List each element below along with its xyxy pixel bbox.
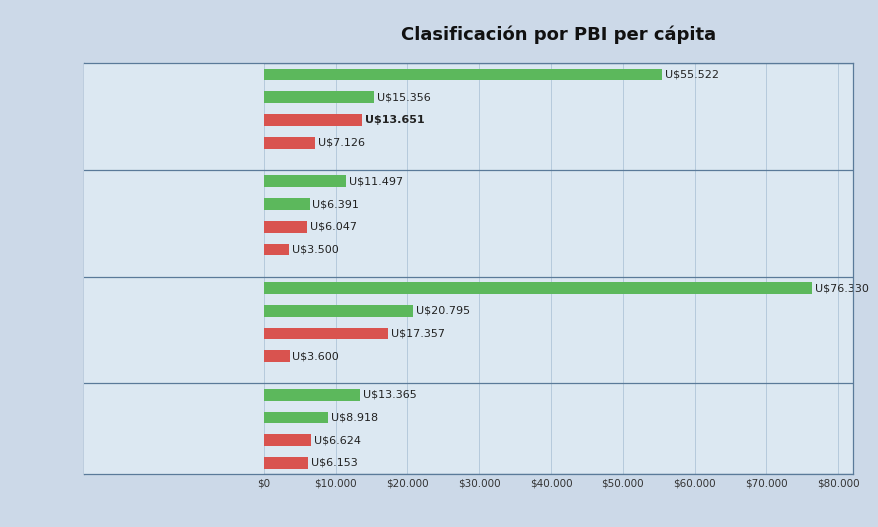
Text: Perú: Perú bbox=[233, 136, 259, 149]
Text: U$20.795: U$20.795 bbox=[415, 306, 470, 316]
Text: U$3.500: U$3.500 bbox=[291, 245, 338, 255]
Text: Paraguay: Paraguay bbox=[204, 456, 259, 470]
Text: Costa Rica: Costa Rica bbox=[197, 388, 259, 402]
Text: U$17.357: U$17.357 bbox=[391, 328, 445, 338]
Bar bbox=[263, 91, 373, 103]
Text: U$7.126: U$7.126 bbox=[317, 138, 364, 148]
Text: Estados Unidos: Estados Unidos bbox=[169, 281, 259, 295]
Text: Colombia: Colombia bbox=[204, 434, 259, 447]
Bar bbox=[263, 434, 311, 446]
Bar bbox=[263, 198, 309, 210]
Bar bbox=[263, 457, 307, 469]
Text: Jamaica: Jamaica bbox=[212, 220, 259, 233]
Bar bbox=[263, 243, 289, 256]
Text: Panamá: Panamá bbox=[212, 327, 259, 340]
Bar bbox=[263, 328, 388, 339]
Text: México: México bbox=[218, 175, 259, 188]
Text: GRUPO A: GRUPO A bbox=[99, 101, 181, 116]
Text: U$11.497: U$11.497 bbox=[349, 177, 403, 187]
Text: Chile: Chile bbox=[229, 91, 259, 104]
Text: U$6.391: U$6.391 bbox=[312, 199, 359, 209]
Text: Uruguay: Uruguay bbox=[209, 304, 259, 317]
Bar bbox=[263, 221, 306, 232]
Bar bbox=[263, 350, 289, 362]
Text: U$6.047: U$6.047 bbox=[310, 222, 356, 232]
Text: GRUPO D: GRUPO D bbox=[98, 422, 181, 436]
Text: U$3.600: U$3.600 bbox=[292, 351, 339, 361]
Text: Brasil: Brasil bbox=[226, 411, 259, 424]
Text: Ecuador: Ecuador bbox=[211, 198, 259, 211]
Text: U$15.356: U$15.356 bbox=[377, 92, 430, 102]
Text: Argentina: Argentina bbox=[201, 113, 259, 126]
Bar bbox=[263, 175, 346, 187]
Bar bbox=[263, 69, 662, 81]
Text: Bolivia: Bolivia bbox=[220, 350, 259, 363]
Text: GRUPO B: GRUPO B bbox=[99, 208, 181, 223]
Text: U$55.522: U$55.522 bbox=[665, 70, 718, 80]
Text: Canadá: Canadá bbox=[214, 68, 259, 81]
Text: U$6.624: U$6.624 bbox=[313, 435, 361, 445]
Text: U$8.918: U$8.918 bbox=[330, 413, 378, 423]
Bar bbox=[263, 305, 413, 317]
Text: GRUPO C: GRUPO C bbox=[99, 315, 180, 330]
Text: U$13.365: U$13.365 bbox=[362, 390, 416, 400]
Text: Venezuela: Venezuela bbox=[198, 243, 259, 256]
Bar bbox=[263, 114, 362, 126]
Bar bbox=[263, 412, 327, 423]
Text: U$13.651: U$13.651 bbox=[364, 115, 424, 125]
Text: U$6.153: U$6.153 bbox=[311, 458, 357, 468]
Text: U$76.330: U$76.330 bbox=[814, 283, 867, 293]
Text: Clasificación por PBI per cápita: Clasificación por PBI per cápita bbox=[400, 25, 715, 44]
Bar bbox=[263, 282, 811, 294]
Bar bbox=[263, 137, 314, 149]
Bar bbox=[263, 389, 359, 401]
